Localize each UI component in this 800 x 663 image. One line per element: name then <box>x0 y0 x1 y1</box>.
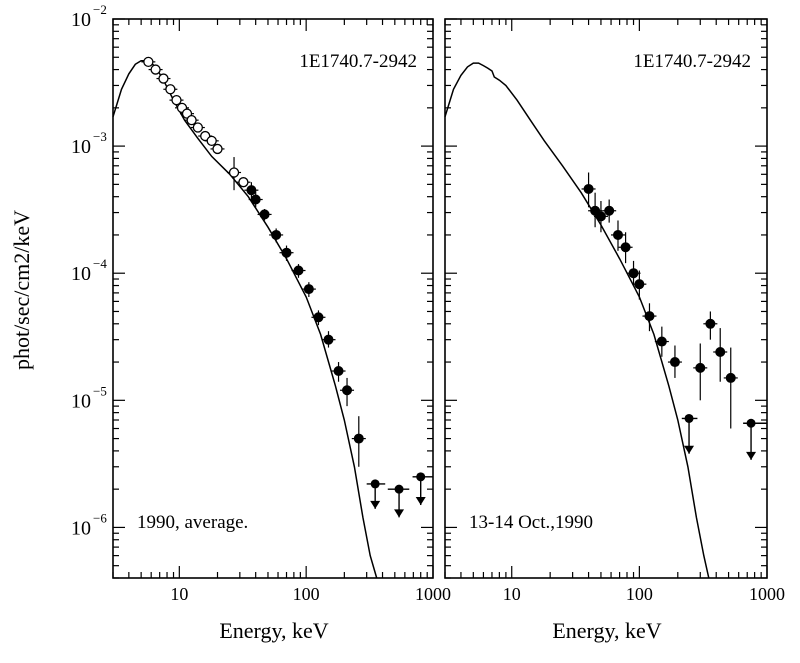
filled-data-point <box>620 242 631 253</box>
y-tick-label: 10 <box>71 517 91 539</box>
filled-data-point <box>271 229 282 240</box>
open-data-point <box>150 64 161 75</box>
filled-data-point <box>246 185 257 196</box>
upper-limit-point <box>394 484 404 494</box>
filled-data-point <box>644 311 655 322</box>
upper-limit-arrow <box>415 497 426 506</box>
filled-data-point <box>281 247 292 258</box>
y-tick-exponent: −5 <box>93 383 107 398</box>
upper-limit-point <box>684 413 694 423</box>
x-axis-label-right: Energy, keV <box>552 618 662 643</box>
x-axis-label-left: Energy, keV <box>219 618 329 643</box>
open-data-point <box>186 115 197 126</box>
upper-limit-arrow <box>394 509 405 518</box>
model-curve <box>444 62 710 579</box>
y-tick-exponent: −3 <box>93 129 107 144</box>
plot-frame <box>112 18 434 579</box>
upper-limit-point <box>746 418 756 428</box>
y-tick-label: 10 <box>71 136 91 158</box>
filled-data-point <box>353 433 364 444</box>
x-tick-label: 100 <box>626 584 653 604</box>
x-tick-label: 10 <box>503 584 521 604</box>
filled-data-point <box>628 268 639 279</box>
source-label: 1E1740.7-2942 <box>633 51 751 72</box>
y-axis-label: phot/sec/cm2/keV <box>9 209 34 371</box>
y-tick-exponent: −6 <box>93 510 107 525</box>
panel-right: 10 100 1000 1E1740.7-2942 13-14 Oct.,1990 <box>444 18 785 604</box>
open-data-point <box>192 122 204 133</box>
y-tick-label: 10 <box>71 9 91 31</box>
open-data-point <box>212 143 223 155</box>
filled-data-point <box>313 312 324 323</box>
filled-data-point <box>715 346 726 357</box>
open-data-point <box>171 94 182 106</box>
filled-data-point <box>725 372 736 383</box>
upper-limit-point <box>370 479 380 489</box>
open-data-point <box>238 177 249 188</box>
upper-limit-point <box>416 472 426 482</box>
model-curve <box>112 59 378 579</box>
filled-data-point <box>595 211 606 222</box>
upper-limit-arrow <box>370 500 381 509</box>
y-tick-exponent: −2 <box>93 2 107 17</box>
filled-data-point <box>669 357 680 368</box>
open-data-point <box>158 73 169 84</box>
filled-data-point <box>612 229 623 240</box>
filled-data-point <box>250 194 261 205</box>
filled-data-point <box>604 205 615 216</box>
x-tick-label: 100 <box>293 584 320 604</box>
filled-data-point <box>705 318 716 329</box>
y-tick-label: 10 <box>71 390 91 412</box>
open-data-point <box>206 135 217 146</box>
filled-data-point <box>259 209 270 220</box>
panel-annotation: 13-14 Oct.,1990 <box>469 512 593 533</box>
x-tick-label: 1000 <box>415 584 451 604</box>
x-tick-label: 10 <box>170 584 188 604</box>
open-data-point <box>228 167 240 178</box>
upper-limit-arrow <box>684 445 695 454</box>
filled-data-point <box>303 284 314 295</box>
filled-data-point <box>656 336 667 347</box>
plot-frame <box>444 18 768 579</box>
filled-data-point <box>323 334 334 345</box>
x-tick-label: 1000 <box>749 584 785 604</box>
panel-annotation: 1990, average. <box>137 512 248 533</box>
filled-data-point <box>293 265 304 276</box>
open-data-point <box>143 56 154 68</box>
y-tick-exponent: −4 <box>93 256 107 271</box>
filled-data-point <box>634 279 645 290</box>
filled-data-point <box>342 385 353 396</box>
y-tick-label: 10 <box>71 263 91 285</box>
filled-data-point <box>333 366 344 377</box>
filled-data-point <box>583 183 594 194</box>
open-data-point <box>165 84 176 95</box>
source-label: 1E1740.7-2942 <box>299 51 417 72</box>
filled-data-point <box>695 362 706 373</box>
upper-limit-arrow <box>746 451 757 460</box>
